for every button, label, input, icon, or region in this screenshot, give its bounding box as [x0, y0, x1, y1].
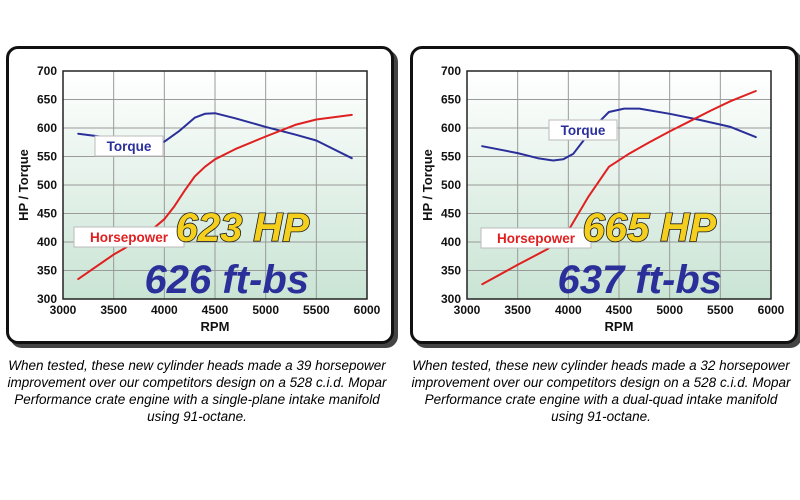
y-tick-label: 300 — [37, 292, 57, 306]
y-tick-label: 650 — [37, 93, 57, 107]
series-label-torque: Torque — [107, 139, 152, 154]
x-tick-label: 3000 — [454, 303, 481, 317]
plot-border — [466, 70, 772, 300]
y-tick-label: 400 — [441, 235, 461, 249]
y-tick-label: 450 — [441, 207, 461, 221]
x-tick-label: 6000 — [758, 303, 785, 317]
y-axis-label: HP / Torque — [16, 149, 31, 221]
series-label-horsepower: Horsepower — [90, 230, 169, 245]
y-tick-label: 500 — [441, 178, 461, 192]
dyno-chart-left: 300 350 400 450 500 550 600 650 700 3000 3500 4000 4… — [16, 64, 381, 334]
x-axis-label: RPM — [201, 319, 230, 334]
x-tick-label: 5500 — [707, 303, 734, 317]
y-tick-label: 300 — [441, 292, 461, 306]
torque-annotation: 637 ft-bs — [558, 258, 723, 302]
x-tick-label: 5000 — [656, 303, 683, 317]
x-tick-label: 4000 — [555, 303, 582, 317]
y-tick-label: 550 — [441, 150, 461, 164]
x-tick-label: 5500 — [303, 303, 330, 317]
y-tick-label: 350 — [37, 264, 57, 278]
series-label-horsepower: Horsepower — [497, 231, 576, 246]
x-tick-label: 4500 — [202, 303, 229, 317]
plot-border — [62, 70, 368, 300]
y-tick-label: 450 — [37, 207, 57, 221]
y-tick-label: 600 — [37, 121, 57, 135]
y-tick-label: 700 — [441, 64, 461, 78]
series-label-torque: Torque — [561, 123, 606, 138]
caption-right: When tested, these new cylinder heads ma… — [411, 358, 791, 424]
x-tick-label: 3500 — [100, 303, 127, 317]
series-line-horsepower — [481, 90, 757, 286]
hp-annotation: 623 HP — [176, 206, 310, 250]
series-label-box — [548, 119, 618, 141]
y-tick-label: 400 — [37, 235, 57, 249]
y-tick-label: 700 — [37, 64, 57, 78]
series-label-box — [73, 226, 185, 248]
hp-annotation: 665 HP — [583, 206, 717, 250]
series-label-box — [480, 227, 592, 249]
y-tick-label: 650 — [441, 93, 461, 107]
y-tick-label: 500 — [37, 178, 57, 192]
series-label-box — [94, 135, 164, 157]
dyno-chart-right: 300 350 400 450 500 550 600 650 700 3000 3500 4000 4… — [420, 64, 785, 334]
x-tick-label: 6000 — [354, 303, 381, 317]
x-axis-label: RPM — [605, 319, 634, 334]
y-tick-label: 600 — [441, 121, 461, 135]
x-tick-label: 4000 — [151, 303, 178, 317]
x-tick-label: 3500 — [504, 303, 531, 317]
caption-left: When tested, these new cylinder heads ma… — [7, 358, 387, 424]
torque-annotation: 626 ft-bs — [145, 258, 310, 302]
y-tick-label: 350 — [441, 264, 461, 278]
x-tick-label: 4500 — [606, 303, 633, 317]
y-tick-label: 550 — [37, 150, 57, 164]
chart-panel-right: 300 350 400 450 500 550 600 650 700 3000 3500 4000 4… — [410, 46, 798, 344]
y-axis-label: HP / Torque — [420, 149, 435, 221]
chart-panel-left: 300 350 400 450 500 550 600 650 700 3000 3500 4000 4… — [6, 46, 394, 344]
x-tick-label: 3000 — [50, 303, 77, 317]
x-tick-label: 5000 — [252, 303, 279, 317]
